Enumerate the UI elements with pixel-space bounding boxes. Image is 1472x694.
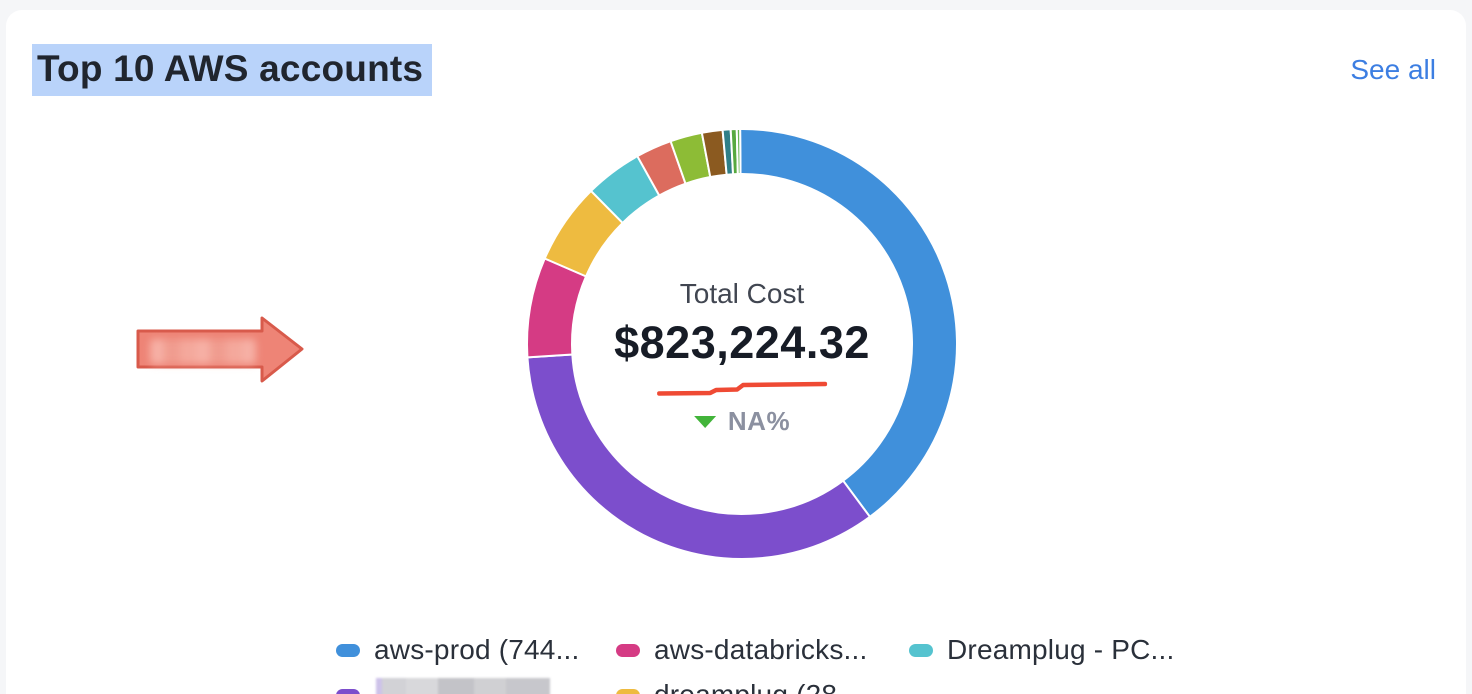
legend-label: aws-prod (744...: [374, 634, 580, 665]
legend-dot: [336, 688, 360, 694]
donut-center-kpi: Total Cost $823,224.32 NA%: [614, 278, 870, 437]
chart-legend: aws-prod (744... aws-databricks... Dream…: [336, 634, 1236, 694]
legend-item-dreamplug[interactable]: dreamplug (28...: [616, 679, 909, 694]
see-all-link[interactable]: See all: [1350, 54, 1436, 85]
trend-sparkline: [656, 381, 828, 396]
legend-item-redacted[interactable]: [336, 678, 616, 694]
donut-segment[interactable]: [735, 128, 742, 176]
legend-dot: [616, 643, 640, 657]
sparkline-path: [656, 381, 828, 396]
arrow-redacted-text: [150, 339, 256, 364]
legend-item-dreamplug-pc[interactable]: Dreamplug - PC...: [909, 634, 1236, 666]
legend-label: dreamplug (28...: [654, 679, 861, 694]
legend-item-aws-prod[interactable]: aws-prod (744...: [336, 634, 616, 666]
panel-header: Top 10 AWS accounts See all: [6, 10, 1466, 110]
annotation-arrow: [134, 315, 310, 387]
donut-chart-svg: [526, 128, 958, 560]
panel-card: Top 10 AWS accounts See all Total Cost $…: [6, 10, 1466, 694]
legend-dot: [616, 688, 640, 694]
page-title: Top 10 AWS accounts: [32, 44, 433, 96]
redacted-label-block: [376, 678, 550, 694]
legend-label: aws-databricks...: [654, 634, 868, 665]
donut-segment[interactable]: [739, 128, 958, 518]
trend-down-icon: [693, 415, 716, 428]
total-cost-value: $823,224.32: [614, 317, 870, 368]
legend-item-aws-databricks[interactable]: aws-databricks...: [616, 634, 909, 666]
donut-chart[interactable]: [523, 125, 961, 563]
legend-dot: [336, 643, 360, 657]
delta-row: NA%: [614, 406, 870, 437]
page-title-selected-text: Top 10 AWS accounts: [32, 44, 433, 96]
total-cost-label: Total Cost: [679, 278, 805, 309]
legend-label: Dreamplug - PC...: [947, 634, 1175, 665]
legend-dot: [909, 643, 933, 657]
delta-value: NA%: [727, 406, 791, 436]
